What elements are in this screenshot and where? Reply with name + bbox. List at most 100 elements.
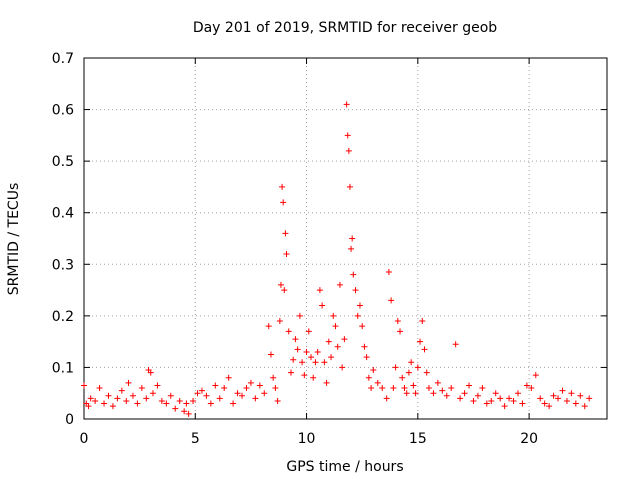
data-point — [274, 397, 281, 404]
y-tick-label: 0.4 — [52, 206, 74, 222]
data-point — [461, 390, 468, 397]
data-point — [532, 372, 539, 379]
data-point — [581, 403, 588, 410]
data-point — [392, 364, 399, 371]
data-point — [301, 372, 308, 379]
x-tick-label: 5 — [191, 431, 200, 447]
data-point — [277, 281, 284, 288]
data-point — [568, 390, 575, 397]
data-point — [147, 369, 154, 376]
data-point — [492, 390, 499, 397]
data-point — [425, 385, 432, 392]
data-point — [125, 379, 132, 386]
data-point — [310, 374, 317, 381]
data-point — [350, 271, 357, 278]
data-point — [514, 390, 521, 397]
data-point — [379, 385, 386, 392]
data-point — [344, 132, 351, 139]
data-point — [158, 397, 165, 404]
data-point — [109, 403, 116, 410]
data-point — [383, 395, 390, 402]
data-point — [294, 346, 301, 353]
data-point — [586, 395, 593, 402]
data-point — [101, 400, 108, 407]
data-point — [399, 374, 406, 381]
data-point — [403, 390, 410, 397]
data-point — [470, 397, 477, 404]
data-point — [305, 328, 312, 335]
data-point — [374, 379, 381, 386]
data-point — [314, 348, 321, 355]
data-point — [332, 323, 339, 330]
data-point — [483, 400, 490, 407]
data-point — [85, 403, 92, 410]
data-point — [299, 359, 306, 366]
data-point — [352, 287, 359, 294]
data-point — [279, 183, 286, 190]
data-point — [345, 147, 352, 154]
data-point — [185, 410, 192, 417]
y-tick-label: 0.2 — [52, 309, 74, 325]
data-point — [167, 392, 174, 399]
data-point — [390, 385, 397, 392]
data-point — [537, 395, 544, 402]
data-point — [256, 382, 263, 389]
data-point — [282, 230, 289, 237]
y-tick-label: 0.5 — [52, 154, 74, 170]
data-point — [198, 387, 205, 394]
y-tick-label: 0.6 — [52, 103, 74, 119]
y-axis-label: SRMTID / TECUs — [6, 183, 22, 296]
data-point — [172, 405, 179, 412]
data-point — [190, 397, 197, 404]
data-point — [308, 354, 315, 361]
data-point — [359, 323, 366, 330]
data-point — [405, 369, 412, 376]
data-point — [138, 385, 145, 392]
data-point — [474, 392, 481, 399]
data-point — [181, 408, 188, 415]
chart-title: Day 201 of 2019, SRMTID for receiver geo… — [193, 20, 497, 36]
data-point — [207, 400, 214, 407]
data-point — [221, 385, 228, 392]
data-point — [368, 385, 375, 392]
data-point — [452, 341, 459, 348]
data-point — [546, 403, 553, 410]
data-point — [290, 356, 297, 363]
data-point — [506, 395, 513, 402]
data-point — [325, 338, 332, 345]
data-point — [365, 374, 372, 381]
data-point — [528, 385, 535, 392]
y-tick-label: 0.1 — [52, 360, 74, 376]
x-tick-label: 0 — [80, 431, 89, 447]
data-point — [341, 336, 348, 343]
data-point — [270, 374, 277, 381]
data-point — [285, 328, 292, 335]
data-point — [292, 336, 299, 343]
data-point — [479, 385, 486, 392]
data-point — [163, 400, 170, 407]
data-point — [457, 395, 464, 402]
y-tick-label: 0.7 — [52, 51, 74, 67]
data-point — [434, 379, 441, 386]
data-point — [414, 364, 421, 371]
data-point — [466, 382, 473, 389]
y-tick-label: 0.3 — [52, 257, 74, 273]
data-point — [194, 390, 201, 397]
data-point — [316, 287, 323, 294]
data-point — [361, 343, 368, 350]
data-point — [363, 354, 370, 361]
data-point — [96, 385, 103, 392]
data-point — [234, 390, 241, 397]
data-point — [541, 400, 548, 407]
data-point — [287, 369, 294, 376]
data-point — [149, 390, 156, 397]
data-point — [497, 395, 504, 402]
data-point — [212, 382, 219, 389]
data-point — [267, 351, 274, 358]
data-point — [354, 312, 361, 319]
data-point — [230, 400, 237, 407]
data-point — [356, 302, 363, 309]
y-tick-label: 0 — [65, 412, 74, 428]
data-point — [348, 245, 355, 252]
